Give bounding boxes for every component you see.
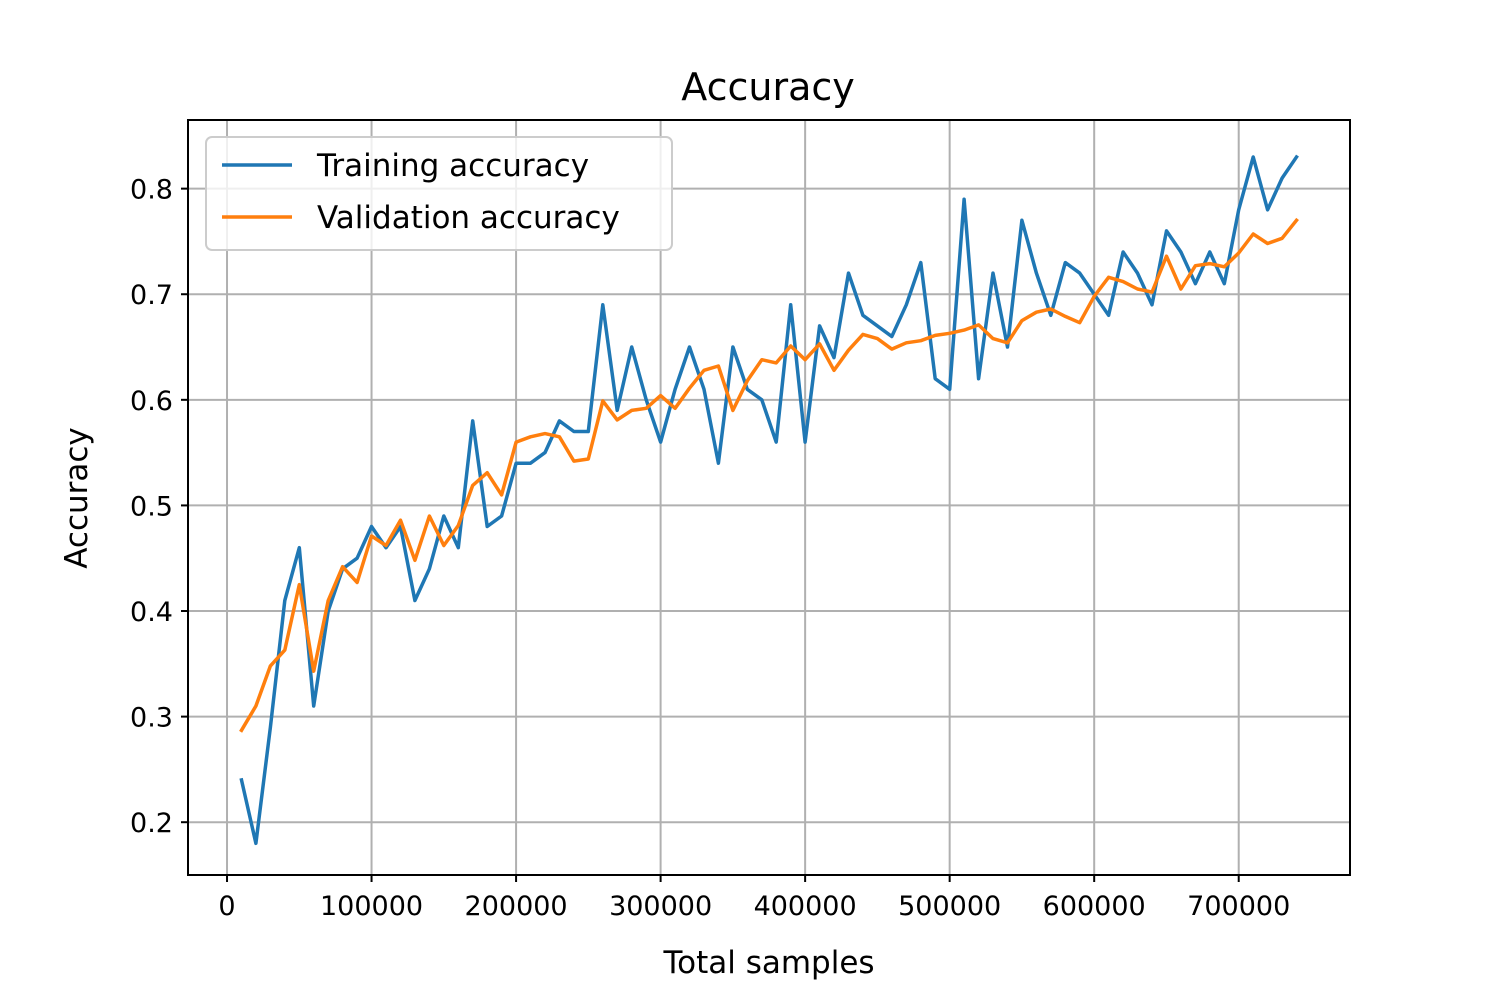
x-tick-label: 100000 [320,891,423,922]
training-accuracy-line [239,154,1299,846]
plot-series [239,154,1299,846]
x-tick-label: 500000 [898,891,1001,922]
y-tick-label: 0.6 [130,386,173,417]
y-tick-label: 0.3 [130,703,173,734]
x-tick-label: 200000 [465,891,568,922]
x-axis-label: Total samples [662,945,874,981]
y-tick-label: 0.7 [130,280,173,311]
validation-accuracy-line [239,217,1299,733]
legend-box [205,136,673,251]
legend-label-training: Training accuracy [316,148,589,184]
x-tick-label: 700000 [1187,891,1290,922]
y-tick-label: 0.5 [130,491,173,522]
y-tick-label: 0.4 [130,597,173,628]
x-tick-label: 0 [218,891,235,922]
chart-title: Accuracy [681,65,855,109]
axis-ticks: 0 100000 200000 300000 400000 500000 600000 700… [130,175,1290,922]
x-tick-label: 300000 [609,891,712,922]
x-tick-label: 600000 [1043,891,1146,922]
y-axis-label: Accuracy [59,427,95,569]
x-tick-label: 400000 [754,891,857,922]
y-tick-label: 0.8 [130,175,173,206]
y-tick-label: 0.2 [130,808,173,839]
grid-lines [188,120,1350,875]
legend: Training accuracy Validation accuracy [205,136,673,251]
plot-frame [187,119,1351,876]
legend-label-validation: Validation accuracy [317,200,620,236]
